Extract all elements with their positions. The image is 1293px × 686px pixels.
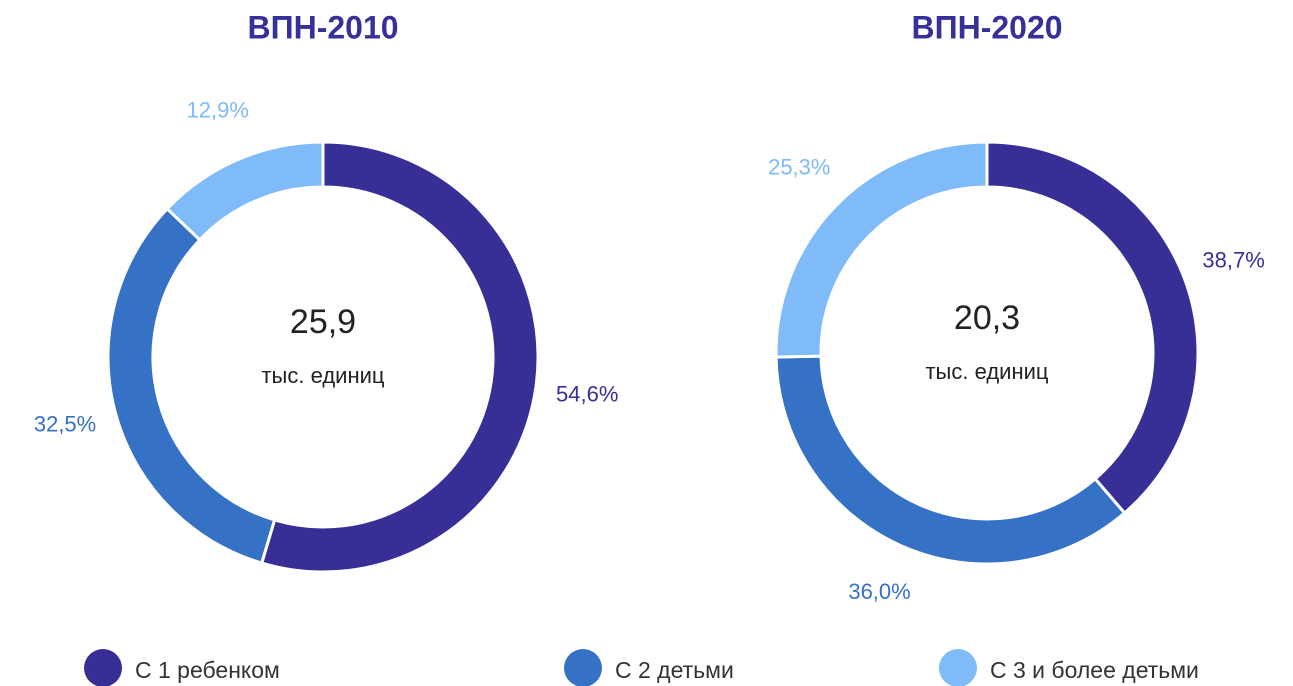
legend-label: С 1 ребенком [135, 657, 280, 683]
legend-swatch [939, 649, 977, 686]
center-value: 20,3 [954, 299, 1020, 337]
legend-label: С 3 и более детьми [990, 657, 1199, 683]
value-label: 25,3% [768, 155, 830, 180]
donut-segment [165, 140, 325, 242]
donut-segment [259, 140, 540, 574]
chart-title: ВПН-2020 [911, 9, 1062, 45]
value-label: 12,9% [187, 97, 249, 122]
donut-segment [106, 206, 277, 565]
legend-swatch [564, 649, 602, 686]
center-note: тыс. единиц [261, 363, 384, 388]
chart-title: ВПН-2010 [247, 9, 398, 45]
legend-swatch [84, 649, 122, 686]
value-label: 38,7% [1202, 247, 1264, 272]
center-value: 25,9 [290, 303, 356, 341]
value-label: 32,5% [34, 412, 96, 437]
donut-segment [774, 354, 1127, 566]
donut-segment [774, 140, 989, 359]
donut-segment [985, 140, 1200, 516]
legend-label: С 2 детьми [615, 657, 734, 683]
value-label: 36,0% [848, 579, 910, 604]
center-note: тыс. единиц [925, 359, 1048, 384]
value-label: 54,6% [556, 381, 618, 406]
